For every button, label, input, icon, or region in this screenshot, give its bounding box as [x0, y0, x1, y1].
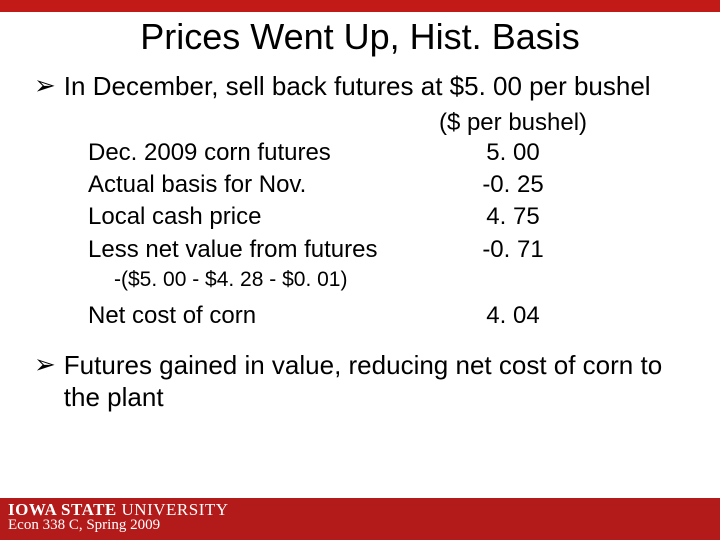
row-label: Local cash price	[88, 201, 428, 233]
net-row: Net cost of corn 4. 04	[88, 300, 686, 332]
sub-calc-row: -($5. 00 - $4. 28 - $0. 01)	[88, 266, 686, 294]
table-row: Actual basis for Nov. -0. 25	[88, 169, 686, 201]
course-label: Econ 338 C, Spring 2009	[8, 517, 160, 534]
row-value: -0. 25	[428, 169, 598, 201]
bullet-2-text: Futures gained in value, reducing net co…	[64, 349, 686, 414]
bullet-1-text: In December, sell back futures at $5. 00…	[64, 70, 651, 103]
bullet-arrow-icon: ➢	[34, 70, 56, 101]
table-header-row: ($ per bushel)	[88, 109, 686, 137]
title-text: Prices Went Up, Hist. Basis	[140, 16, 579, 57]
content-area: ➢ In December, sell back futures at $5. …	[0, 70, 720, 414]
top-red-bar	[0, 0, 720, 12]
table-row: Local cash price 4. 75	[88, 201, 686, 233]
table-header-spacer	[88, 109, 428, 137]
price-table: ($ per bushel) Dec. 2009 corn futures 5.…	[88, 109, 686, 333]
bullet-1: ➢ In December, sell back futures at $5. …	[34, 70, 686, 103]
row-label: Less net value from futures	[88, 234, 428, 266]
row-value: 5. 00	[428, 137, 598, 169]
sub-calc-text: -($5. 00 - $4. 28 - $0. 01)	[114, 266, 454, 294]
row-value: -0. 71	[428, 234, 598, 266]
net-label: Net cost of corn	[88, 300, 428, 332]
net-value: 4. 04	[428, 300, 598, 332]
sub-calc-empty	[454, 266, 624, 294]
page-title: Prices Went Up, Hist. Basis	[0, 16, 720, 58]
table-header: ($ per bushel)	[428, 109, 598, 137]
table-row: Dec. 2009 corn futures 5. 00	[88, 137, 686, 169]
bullet-2: ➢ Futures gained in value, reducing net …	[34, 349, 686, 414]
table-row: Less net value from futures -0. 71	[88, 234, 686, 266]
bullet-arrow-icon: ➢	[34, 349, 56, 380]
row-value: 4. 75	[428, 201, 598, 233]
row-label: Actual basis for Nov.	[88, 169, 428, 201]
row-label: Dec. 2009 corn futures	[88, 137, 428, 169]
